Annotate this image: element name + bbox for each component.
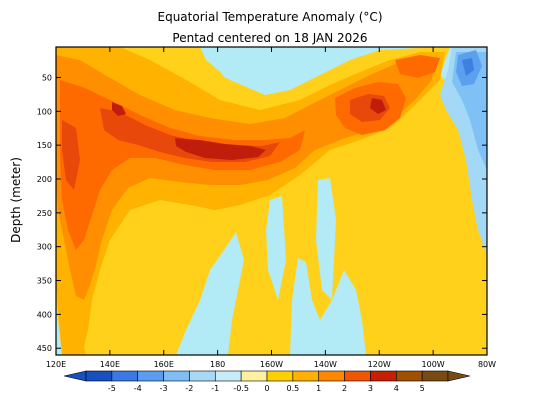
contour-neg-2 xyxy=(462,58,474,76)
colorbar-swatch xyxy=(137,370,164,382)
colorbar-label: 5 xyxy=(420,384,425,393)
chart-subtitle: Pentad centered on 18 JAN 2026 xyxy=(172,31,367,45)
y-tick-label: 350 xyxy=(37,277,52,286)
colorbar-label: -0.5 xyxy=(233,384,249,393)
colorbar-swatch xyxy=(111,370,139,382)
y-tick-label: 50 xyxy=(42,73,52,82)
colorbar-label: -5 xyxy=(108,384,116,393)
colorbar-label: -2 xyxy=(185,384,193,393)
contour-4 xyxy=(175,138,266,160)
x-tick-label: 100W xyxy=(422,360,445,369)
x-tick-label: 180 xyxy=(210,360,225,369)
colorbar-label: -1 xyxy=(211,384,219,393)
colorbar-swatch xyxy=(85,370,113,382)
y-tick-label: 250 xyxy=(37,209,52,218)
colorbar-swatch xyxy=(370,370,397,382)
x-tick-label: 140E xyxy=(100,360,120,369)
contour-4-east xyxy=(370,98,386,114)
y-axis: 50 100 150 200 250 300 350 400 450 xyxy=(37,73,487,353)
y-axis-label: Depth (meter) xyxy=(9,157,23,243)
colorbar-right-arrow xyxy=(447,370,471,382)
y-tick-label: 200 xyxy=(37,175,52,184)
colorbar-label: -4 xyxy=(134,384,142,393)
contour-4-spot xyxy=(112,102,126,116)
colorbar-label: 2 xyxy=(342,384,347,393)
y-tick-label: 100 xyxy=(37,107,52,116)
colorbar-swatch xyxy=(214,370,242,382)
colorbar-swatch xyxy=(292,370,320,382)
colorbar-label: 4 xyxy=(394,384,399,393)
colorbar-swatch xyxy=(344,370,371,382)
x-tick-label: 140W xyxy=(314,360,337,369)
x-tick-label: 120E xyxy=(46,360,66,369)
contour-neg-hole xyxy=(266,196,286,300)
colorbar-swatch xyxy=(163,370,190,382)
x-tick-label: 80W xyxy=(478,360,496,369)
colorbar-swatch xyxy=(240,370,268,382)
colorbar-label: 0 xyxy=(264,384,269,393)
colorbar-label: 0.5 xyxy=(286,384,299,393)
contour-2-fareast xyxy=(395,55,440,78)
colorbar-label: 1 xyxy=(316,384,321,393)
colorbar-left-arrow xyxy=(63,370,87,382)
colorbar: -5 -4 -3 -2 -1 -0.5 0 0.5 1 2 3 4 5 xyxy=(63,370,471,393)
x-tick-label: 120W xyxy=(368,360,391,369)
colorbar-label: -3 xyxy=(160,384,168,393)
contour-gap-top xyxy=(212,47,270,82)
colorbar-label: 3 xyxy=(368,384,373,393)
colorbar-swatch xyxy=(189,370,216,382)
y-tick-label: 300 xyxy=(37,243,52,252)
colorbar-swatch xyxy=(395,370,423,382)
contour-0.5-deep xyxy=(64,300,86,355)
contour-neg-hole-2 xyxy=(316,178,336,300)
x-axis: 120E 140E 160E 180 160W 140W 120W 100W 80W xyxy=(46,47,496,369)
colorbar-swatch xyxy=(421,370,449,382)
colorbar-swatch xyxy=(318,370,345,382)
y-tick-label: 450 xyxy=(37,344,52,353)
chart-title: Equatorial Temperature Anomaly (°C) xyxy=(158,10,383,24)
colorbar-swatch xyxy=(266,370,294,382)
heatmap-field xyxy=(56,47,487,355)
x-tick-label: 160E xyxy=(154,360,174,369)
y-tick-label: 150 xyxy=(37,141,52,150)
contour-3-west xyxy=(62,120,80,190)
x-tick-label: 160W xyxy=(260,360,283,369)
y-tick-label: 400 xyxy=(37,310,52,319)
contour-gap-top-2 xyxy=(280,47,345,68)
